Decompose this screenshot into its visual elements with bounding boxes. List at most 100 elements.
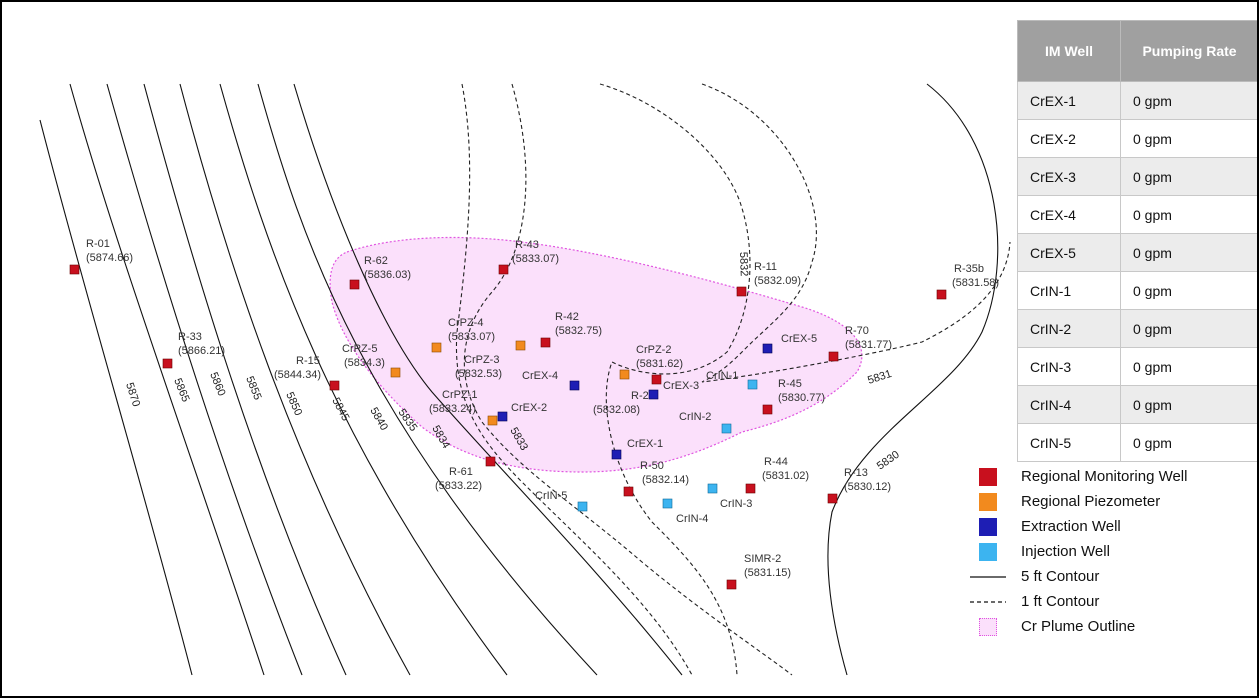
contour-label: 5831 (866, 368, 893, 387)
injection-well-swatch (979, 542, 997, 561)
marker-crin1[interactable] (747, 379, 758, 390)
table-row: CrEX-5 0 gpm (1017, 233, 1257, 272)
extraction-well-swatch (979, 517, 997, 536)
well-labels: R-01 (5874.66) R-33 (5866.21) R-15 (5844… (86, 238, 999, 579)
table-row: CrEX-3 0 gpm (1017, 157, 1257, 196)
table-row: CrIN-3 0 gpm (1017, 347, 1257, 386)
well-value-r43: (5833.07) (512, 253, 559, 265)
marker-r13[interactable] (827, 493, 838, 504)
marker-crex3[interactable] (648, 389, 659, 400)
well-label-r45: R-45 (778, 378, 802, 390)
dashed-line-swatch (970, 600, 1006, 603)
plume-swatch (979, 617, 997, 636)
well-label-crex3: CrEX-3 (663, 380, 699, 392)
marker-crpz2[interactable] (619, 369, 630, 380)
marker-crpz1[interactable] (487, 415, 498, 426)
marker-crin4[interactable] (662, 498, 673, 509)
marker-r61[interactable] (485, 456, 496, 467)
well-value-crpz3: (5832.53) (455, 368, 502, 380)
contour-5855 (143, 83, 347, 676)
marker-r62[interactable] (349, 279, 360, 290)
well-value-r45: (5830.77) (778, 392, 825, 404)
marker-r11[interactable] (736, 286, 747, 297)
marker-crin2[interactable] (721, 423, 732, 434)
marker-crpz4[interactable] (431, 342, 442, 353)
well-label-crpz3: CrPZ-3 (464, 354, 499, 366)
well-value-crpz1: (5833.24) (429, 403, 476, 415)
well-value-r35b: (5831.58) (952, 277, 999, 289)
well-label-crin3: CrIN-3 (720, 498, 752, 510)
contour-5865 (69, 83, 265, 676)
well-label-simr2: SIMR-2 (744, 553, 781, 565)
header-im-well: IM Well (1017, 20, 1121, 82)
well-label-r44: R-44 (764, 456, 788, 468)
contour-5831 (701, 83, 1011, 383)
marker-simr2[interactable] (726, 579, 737, 590)
table-row: CrEX-1 0 gpm (1017, 81, 1257, 120)
contour-label: 5855 (243, 375, 263, 402)
marker-r42[interactable] (540, 337, 551, 348)
table-row: CrIN-5 0 gpm (1017, 423, 1257, 462)
cell-well: CrIN-5 (1017, 423, 1121, 462)
well-label-crin2: CrIN-2 (679, 411, 711, 423)
cell-rate: 0 gpm (1120, 309, 1257, 348)
marker-crin3[interactable] (707, 483, 718, 494)
well-label-r43: R-43 (515, 239, 539, 251)
well-label-r33: R-33 (178, 331, 202, 343)
well-label-r50: R-50 (640, 460, 664, 472)
marker-crex4[interactable] (569, 380, 580, 391)
well-value-r42: (5832.75) (555, 325, 602, 337)
marker-r01[interactable] (69, 264, 80, 275)
contour-5850 (179, 83, 411, 676)
marker-crin5[interactable] (577, 501, 588, 512)
cell-well: CrEX-1 (1017, 81, 1121, 120)
marker-r44[interactable] (745, 483, 756, 494)
table-row: CrIN-4 0 gpm (1017, 385, 1257, 424)
contour-label: 5860 (207, 371, 227, 398)
marker-r33[interactable] (162, 358, 173, 369)
marker-r70[interactable] (828, 351, 839, 362)
marker-crex1[interactable] (611, 449, 622, 460)
cell-well: CrEX-5 (1017, 233, 1121, 272)
well-value-r13: (5830.12) (844, 481, 891, 493)
marker-r15[interactable] (329, 380, 340, 391)
contour-5860 (106, 83, 303, 676)
well-label-crex4: CrEX-4 (522, 370, 558, 382)
marker-crpz3[interactable] (515, 340, 526, 351)
cell-rate: 0 gpm (1120, 157, 1257, 196)
cell-well: CrIN-1 (1017, 271, 1121, 310)
legend-item-plume: Cr Plume Outline (967, 614, 1187, 639)
contour-5870 (39, 119, 193, 676)
cell-rate: 0 gpm (1120, 347, 1257, 386)
header-pumping-rate: Pumping Rate (1120, 20, 1257, 82)
cell-well: CrIN-2 (1017, 309, 1121, 348)
marker-crex5[interactable] (762, 343, 773, 354)
well-value-simr2: (5831.15) (744, 567, 791, 579)
cell-rate: 0 gpm (1120, 119, 1257, 158)
cell-rate: 0 gpm (1120, 385, 1257, 424)
legend-item-piezometer: Regional Piezometer (967, 489, 1187, 514)
table-row: CrIN-1 0 gpm (1017, 271, 1257, 310)
contour-label: 5840 (367, 406, 390, 433)
legend-label: 5 ft Contour (1021, 568, 1100, 585)
cell-rate: 0 gpm (1120, 195, 1257, 234)
marker-r45[interactable] (762, 404, 773, 415)
well-label-crpz1: CrPZ-1 (442, 389, 477, 401)
table-header-row: IM Well Pumping Rate (1017, 20, 1257, 82)
marker-r43[interactable] (498, 264, 509, 275)
marker-crpz5[interactable] (390, 367, 401, 378)
cell-well: CrEX-2 (1017, 119, 1121, 158)
legend-label: Regional Piezometer (1021, 493, 1161, 510)
marker-r35b[interactable] (936, 289, 947, 300)
marker-r50[interactable] (623, 486, 634, 497)
well-label-r62: R-62 (364, 255, 388, 267)
cell-rate: 0 gpm (1120, 233, 1257, 272)
marker-crex2[interactable] (497, 411, 508, 422)
legend-label: Extraction Well (1021, 518, 1121, 535)
marker-r28[interactable] (651, 374, 662, 385)
cell-well: CrIN-3 (1017, 347, 1121, 386)
well-label-r35b: R-35b (954, 263, 984, 275)
legend-label: Regional Monitoring Well (1021, 468, 1188, 485)
